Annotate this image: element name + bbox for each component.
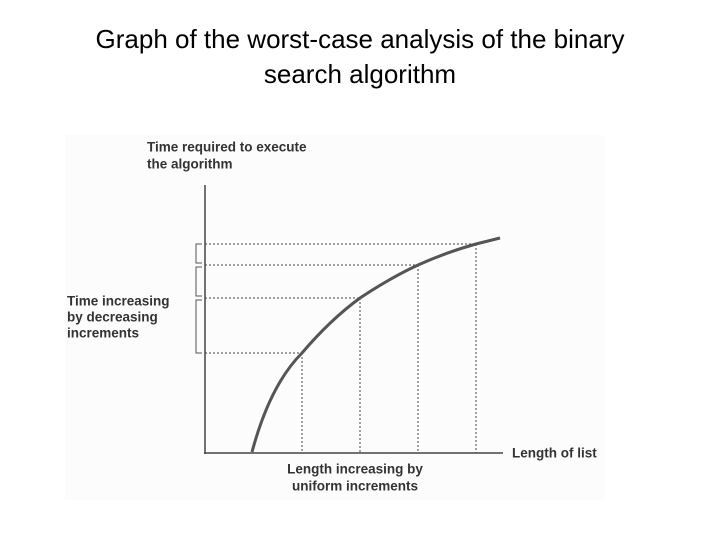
bottom-annotation: Length increasing by [287, 462, 423, 477]
y-axis-label: the algorithm [147, 157, 233, 172]
bracket [195, 266, 202, 297]
x-axis-label: Length of list [512, 446, 597, 461]
title-line: Graph of the worst-case analysis of the … [95, 24, 625, 54]
left-annotation: Time increasing [67, 294, 170, 309]
slide-title: Graph of the worst-case analysis of the … [0, 22, 720, 92]
left-annotation: by decreasing [67, 310, 158, 325]
bracket [195, 243, 202, 264]
y-axis-label: Time required to execute [147, 140, 307, 155]
curve [250, 236, 501, 453]
left-annotation: increments [67, 326, 139, 341]
title-line: search algorithm [263, 59, 457, 89]
guides [205, 243, 477, 453]
bottom-annotation: uniform increments [292, 479, 418, 494]
brackets [195, 243, 202, 354]
bracket [195, 299, 202, 354]
